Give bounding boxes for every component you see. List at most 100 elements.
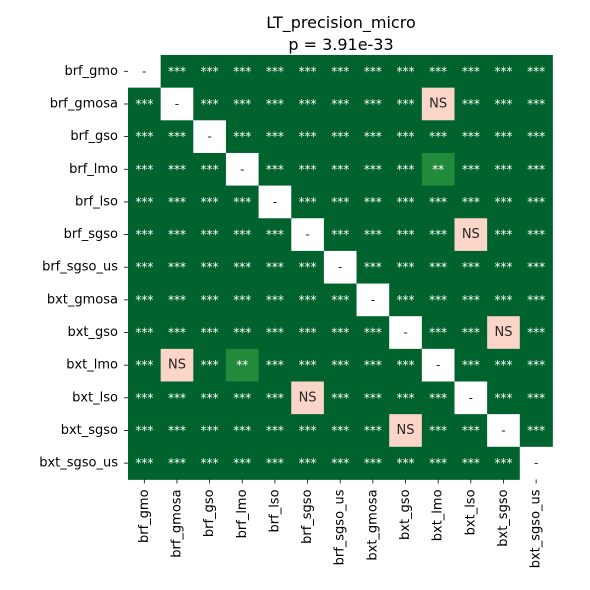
cell-label: - [371,293,375,307]
y-tick-label: brf_lmo [69,162,118,177]
heatmap-cell [128,316,162,350]
heatmap-cell [193,414,227,448]
cell-label: *** [233,326,251,340]
cell-label: *** [201,456,219,470]
heatmap-cell [389,120,423,154]
x-tick-label: brf_gmo [137,489,152,543]
cell-label: *** [364,260,382,274]
heatmap-cell [323,381,357,415]
heatmap-cell [519,87,553,121]
heatmap-cell [487,446,521,480]
heatmap-cell [519,152,553,186]
heatmap-cell [160,55,194,89]
cell-label: - [175,97,179,111]
cell-label: *** [233,130,251,144]
cell-label: *** [266,162,284,176]
heatmap-cell [258,446,292,480]
cell-label: *** [331,391,349,405]
heatmap-cell [454,55,488,89]
cell-label: *** [397,456,415,470]
cell-label: *** [135,97,153,111]
heatmap-cell [487,283,521,317]
heatmap-cell [291,55,325,89]
cell-label: *** [233,293,251,307]
cell-label: *** [331,423,349,437]
heatmap-cell [193,250,227,284]
heatmap-cell [225,446,259,480]
heatmap-cell [454,152,488,186]
cell-label: *** [397,358,415,372]
cell-label: - [338,260,342,274]
heatmap-cell [323,348,357,382]
cell-label: *** [331,130,349,144]
heatmap-cell [128,250,162,284]
heatmap-cell [225,185,259,219]
cell-label: *** [233,423,251,437]
cell-label: *** [397,64,415,78]
heatmap-cell [519,381,553,415]
heatmap-cell [323,446,357,480]
heatmap-cell [258,348,292,382]
heatmap-cell [128,218,162,252]
heatmap-cell [291,185,325,219]
heatmap-cell [160,250,194,284]
heatmap-cell [225,348,259,382]
cell-label: *** [364,64,382,78]
cell-label: *** [429,64,447,78]
cell-label: *** [429,195,447,209]
cell-label: *** [135,260,153,274]
cell-label: - [403,326,407,340]
cell-label: *** [429,293,447,307]
cell-label: *** [299,195,317,209]
heatmap-cell [519,55,553,89]
cell-label: *** [331,97,349,111]
cell-label: *** [527,64,545,78]
cell-label: *** [462,456,480,470]
heatmap-cell [454,87,488,121]
cell-label: *** [527,423,545,437]
cell-label: - [501,423,505,437]
cell-label: *** [462,195,480,209]
cell-label: NS [299,390,317,405]
heatmap-cell [128,283,162,317]
heatmap-cell [356,348,390,382]
cell-label: *** [462,64,480,78]
x-tick-label: brf_sgso [300,489,315,543]
heatmap-cell [128,348,162,382]
cell-label: *** [462,358,480,372]
cell-label: *** [233,97,251,111]
heatmap-cell [454,414,488,448]
heatmap-cell [323,316,357,350]
heatmap-cell [487,381,521,415]
cell-label: *** [527,293,545,307]
heatmap-cell [454,316,488,350]
y-tick-label: bxt_sgso [61,423,118,438]
heatmap-cell [193,218,227,252]
cell-label: *** [462,130,480,144]
chart-subtitle: p = 3.91e-33 [288,35,393,54]
cell-label: *** [201,162,219,176]
heatmap-cell [421,283,455,317]
heatmap-cell [258,218,292,252]
heatmap-cell [356,120,390,154]
cell-label: - [436,358,440,372]
cell-label: *** [462,162,480,176]
cell-label: *** [462,293,480,307]
cell-label: *** [494,64,512,78]
heatmap-cell [519,185,553,219]
heatmap-cell [356,185,390,219]
heatmap-cell [323,250,357,284]
cell-label: *** [233,391,251,405]
cell-label: *** [233,228,251,242]
heatmap-cell [160,218,194,252]
heatmap-cell [421,120,455,154]
cell-label: *** [201,260,219,274]
heatmap-cell [160,283,194,317]
heatmap-cell [519,120,553,154]
cell-label: *** [397,130,415,144]
cell-label: *** [168,228,186,242]
heatmap-cell [487,120,521,154]
cell-label: *** [168,293,186,307]
heatmap-cell [519,414,553,448]
cell-label: *** [364,162,382,176]
